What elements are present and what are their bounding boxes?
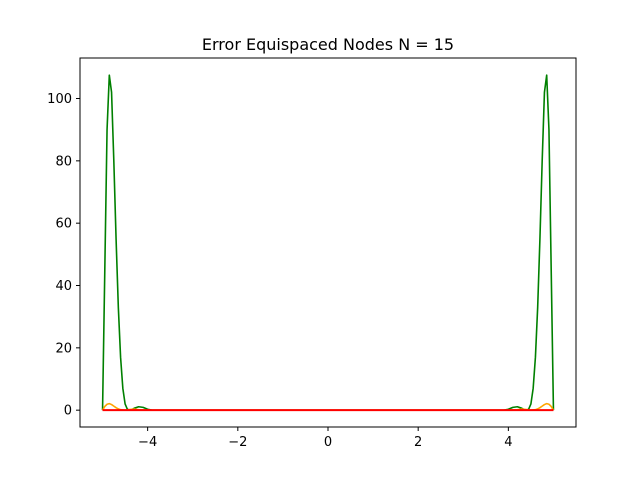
x-tick-label: 2 <box>414 435 422 450</box>
chart-title: Error Equispaced Nodes N = 15 <box>202 35 454 54</box>
plot-frame <box>79 57 577 428</box>
x-tick-label: −2 <box>228 435 247 450</box>
x-tick-label: 4 <box>504 435 512 450</box>
x-tick-label: 0 <box>324 435 332 450</box>
y-tick-label: 60 <box>55 217 72 232</box>
x-tick-label: −4 <box>138 435 157 450</box>
plot-area <box>80 58 576 427</box>
series-layer <box>101 74 555 412</box>
y-tick-label: 0 <box>64 404 72 419</box>
y-tick-label: 80 <box>55 154 72 169</box>
y-tick-label: 40 <box>55 279 72 294</box>
y-tick-label: 20 <box>55 341 72 356</box>
y-tick-label: 100 <box>47 92 72 107</box>
